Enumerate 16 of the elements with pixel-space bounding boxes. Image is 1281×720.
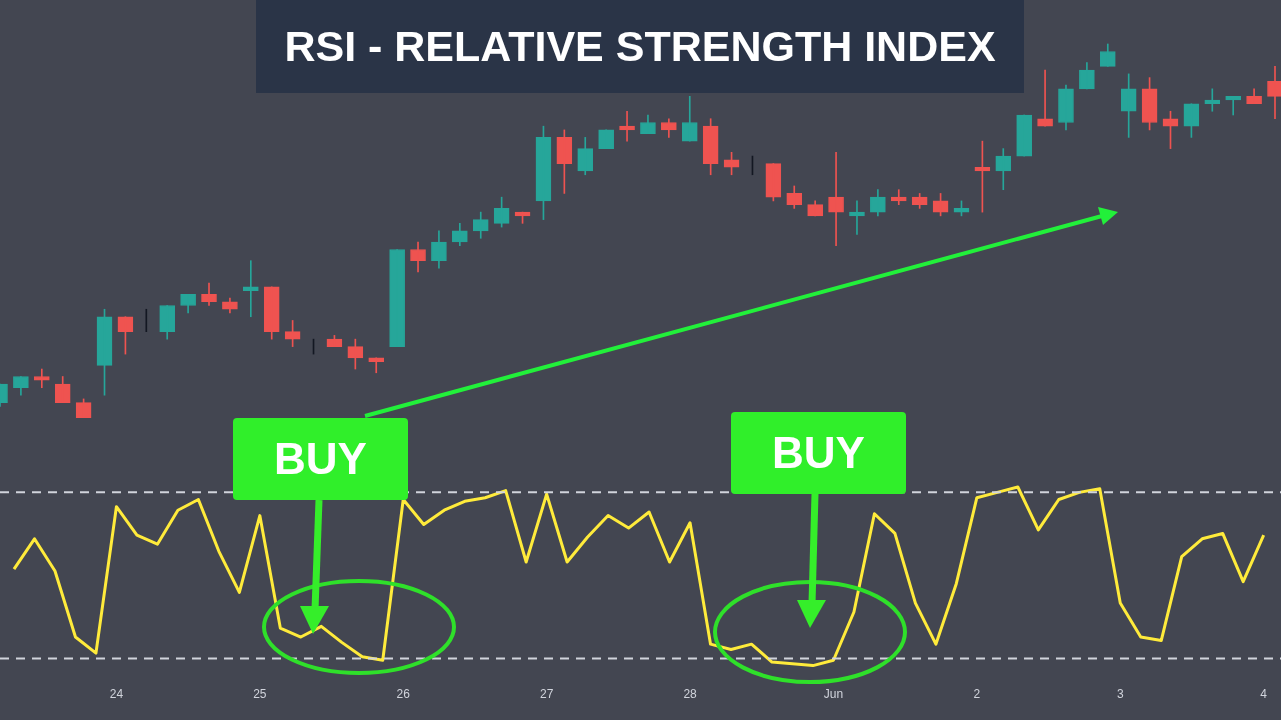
x-tick-label: 4 — [1260, 687, 1268, 702]
x-tick-label: 28 — [683, 687, 698, 702]
x-tick-label: 25 — [253, 687, 267, 702]
candlestick — [33, 368, 50, 389]
x-tick-label: 2 — [973, 687, 981, 702]
text: BUY — [274, 434, 367, 484]
x-tick-label: 27 — [539, 687, 554, 702]
x-tick-label: Jun — [823, 687, 844, 702]
candlestick — [222, 297, 238, 314]
x-tick-label: 26 — [396, 687, 411, 702]
text: BUY — [772, 428, 865, 478]
candlestick — [368, 357, 385, 374]
candlestick — [1037, 69, 1053, 127]
x-tick-label: 24 — [109, 687, 124, 702]
chart-title: RSI - RELATIVE STRENGTH INDEX — [256, 0, 1024, 93]
x-tick-label: 3 — [1116, 687, 1124, 702]
